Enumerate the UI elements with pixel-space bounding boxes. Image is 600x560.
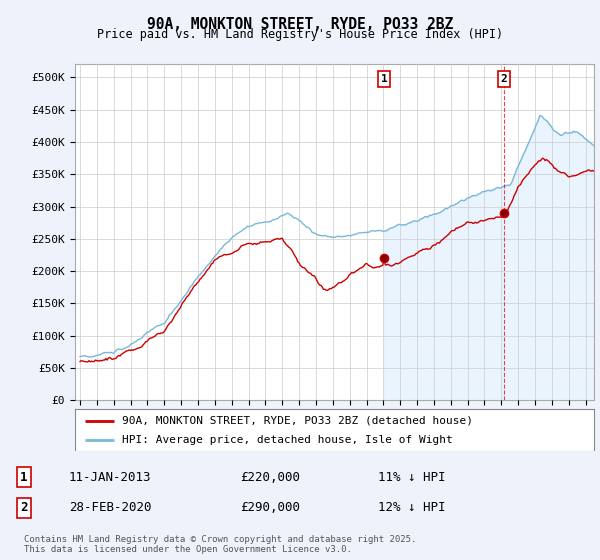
Text: 1: 1 xyxy=(380,74,388,84)
Text: 90A, MONKTON STREET, RYDE, PO33 2BZ: 90A, MONKTON STREET, RYDE, PO33 2BZ xyxy=(147,17,453,32)
Text: 1: 1 xyxy=(20,470,28,483)
Text: Price paid vs. HM Land Registry's House Price Index (HPI): Price paid vs. HM Land Registry's House … xyxy=(97,28,503,41)
Text: 12% ↓ HPI: 12% ↓ HPI xyxy=(378,501,445,514)
Text: £290,000: £290,000 xyxy=(240,501,300,514)
Text: 28-FEB-2020: 28-FEB-2020 xyxy=(69,501,151,514)
Text: Contains HM Land Registry data © Crown copyright and database right 2025.
This d: Contains HM Land Registry data © Crown c… xyxy=(24,535,416,554)
Text: £220,000: £220,000 xyxy=(240,470,300,483)
Text: 11-JAN-2013: 11-JAN-2013 xyxy=(69,470,151,483)
Text: 2: 2 xyxy=(501,74,508,84)
Text: HPI: Average price, detached house, Isle of Wight: HPI: Average price, detached house, Isle… xyxy=(122,435,452,445)
Text: 2: 2 xyxy=(20,501,28,514)
Text: 90A, MONKTON STREET, RYDE, PO33 2BZ (detached house): 90A, MONKTON STREET, RYDE, PO33 2BZ (det… xyxy=(122,416,473,426)
Text: 11% ↓ HPI: 11% ↓ HPI xyxy=(378,470,445,483)
